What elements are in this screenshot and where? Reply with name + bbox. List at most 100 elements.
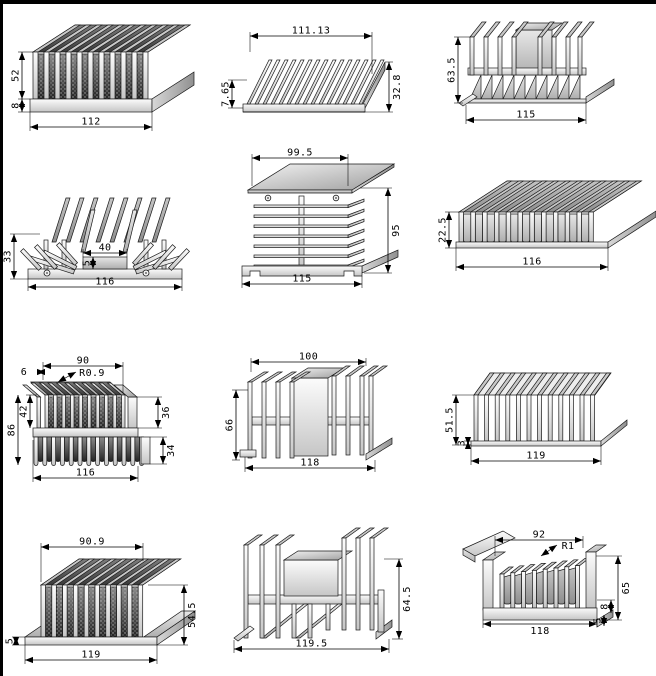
dim-label: 111.13	[292, 26, 331, 37]
facet	[60, 436, 65, 466]
dim-horizontal: 90	[42, 356, 124, 393]
facet	[470, 211, 476, 243]
facet	[483, 21, 501, 38]
facet	[86, 436, 92, 466]
facet	[99, 397, 105, 428]
facet	[458, 93, 478, 107]
facet	[588, 211, 594, 243]
dim-label: R1	[562, 541, 575, 552]
facet	[526, 394, 532, 442]
facet	[289, 381, 295, 459]
dim-vertical: 54.5	[148, 584, 198, 646]
facet	[104, 54, 110, 99]
dim-label: 90.9	[79, 537, 105, 548]
facet	[134, 436, 140, 462]
facet	[502, 74, 515, 100]
facet	[607, 210, 656, 249]
facet	[67, 587, 74, 637]
facet	[253, 234, 349, 238]
facet	[564, 211, 571, 243]
facet	[347, 238, 365, 249]
dim-horizontal: 119	[470, 446, 602, 465]
dim-vertical: 8	[597, 599, 615, 613]
facet	[77, 587, 85, 637]
facet	[541, 211, 547, 243]
facet	[142, 51, 149, 100]
dim-vertical: 66	[225, 389, 248, 461]
facet	[369, 537, 375, 631]
facet	[331, 375, 337, 456]
facet	[484, 394, 489, 442]
facet	[246, 59, 273, 105]
facet	[294, 59, 321, 105]
facet	[482, 211, 488, 243]
drawing-u-channel-fin-heatsink: 92 R1 65 8 5 118	[462, 530, 632, 637]
facet	[469, 36, 475, 76]
facet	[347, 218, 365, 229]
facet	[121, 587, 128, 637]
dim-horizontal: 100	[250, 352, 367, 372]
facet	[116, 584, 122, 638]
dim-label: 116	[76, 468, 95, 479]
facet	[291, 377, 329, 457]
drawing-low-iso-fin-heatsink: 22.5 116	[438, 180, 656, 271]
facet	[109, 51, 116, 100]
dim-vertical: 5	[82, 257, 97, 269]
facet	[465, 98, 587, 104]
dim-label: 51.5	[445, 407, 456, 433]
facet	[116, 436, 123, 462]
facet	[45, 587, 52, 637]
dim-vertical: 95	[360, 187, 402, 274]
dim-horizontal: 116	[455, 248, 609, 271]
facet	[261, 381, 267, 459]
dimension-line	[57, 371, 77, 383]
dim-vertical: 36	[137, 396, 172, 429]
dim-horizontal: 40	[82, 243, 128, 257]
dim-horizontal: 90.9	[40, 537, 144, 582]
facet	[354, 527, 376, 539]
facet	[579, 394, 585, 442]
facet	[253, 204, 349, 208]
facet	[553, 567, 559, 609]
facet	[99, 436, 105, 462]
facet	[350, 59, 377, 105]
facet	[137, 197, 157, 243]
facet	[61, 394, 66, 429]
dim-label: 118	[530, 626, 549, 637]
hole-center	[335, 197, 337, 199]
facet	[494, 394, 500, 442]
facet	[342, 59, 369, 105]
facet	[525, 572, 533, 605]
facet	[42, 436, 48, 466]
dim-label: 116	[95, 277, 114, 288]
facet	[551, 36, 557, 76]
dim-label: 33	[3, 250, 14, 263]
facet	[53, 394, 58, 429]
dim-label: 115	[292, 274, 311, 285]
facet	[497, 36, 503, 76]
facet	[516, 394, 521, 442]
facet	[233, 625, 255, 642]
facet	[532, 570, 537, 609]
drawing-fishbone-fin-heatsink: 33 40 5 116	[3, 197, 190, 291]
dim-label: 95	[391, 224, 402, 237]
dim-label: 115	[516, 110, 535, 121]
drawing-stacked-plate-tower-heatsink: 99.5 95 115	[241, 148, 402, 288]
facet	[483, 36, 489, 76]
facet	[355, 537, 361, 631]
facet	[302, 59, 329, 105]
facet	[325, 603, 331, 631]
facet	[110, 587, 117, 637]
facet	[54, 51, 61, 100]
facet	[125, 436, 132, 462]
facet	[576, 211, 582, 243]
facet	[467, 67, 587, 76]
facet	[295, 603, 343, 639]
dim-label: 22.5	[438, 217, 449, 243]
facet	[115, 54, 121, 99]
facet	[533, 213, 542, 243]
dim-vertical: 52	[11, 51, 33, 100]
facet	[473, 394, 479, 442]
facet	[112, 436, 118, 466]
